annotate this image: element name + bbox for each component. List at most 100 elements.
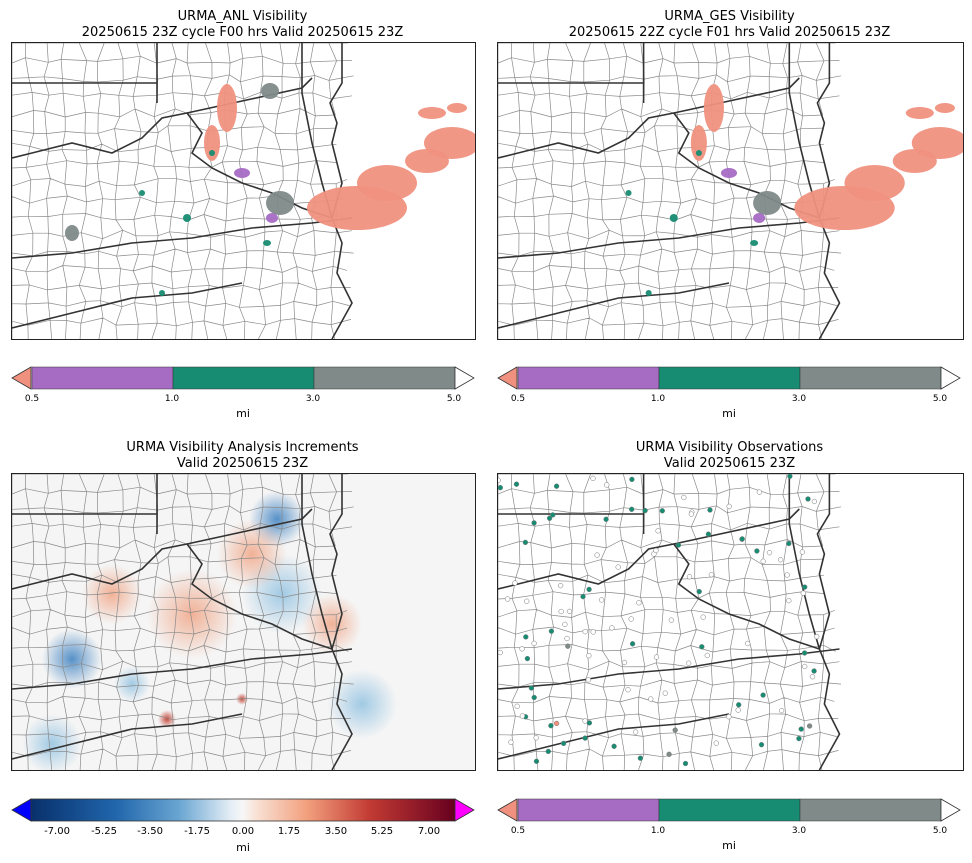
station-marker: [787, 474, 793, 479]
station-marker: [585, 677, 592, 683]
station-marker: [642, 507, 648, 514]
station-marker: [548, 628, 555, 634]
vis-patch-1: [844, 165, 905, 201]
state-boundary-0: [12, 112, 333, 219]
station-marker: [553, 483, 560, 489]
station-marker: [562, 621, 568, 628]
station-marker: [784, 572, 790, 578]
station-marker: [531, 640, 537, 647]
colorbar-segment-0: [517, 366, 660, 390]
county-boundaries: [498, 474, 842, 770]
vis-patch-17: [209, 150, 215, 156]
vis-patch-9: [266, 191, 294, 215]
inc-map-svg: [12, 474, 397, 770]
station-marker: [566, 608, 573, 615]
colorbar-segment-0: [31, 366, 174, 390]
station-marker: [688, 511, 695, 517]
ges-field: [625, 84, 963, 296]
station-marker: [498, 485, 503, 491]
state-boundary-1: [498, 648, 840, 690]
station-marker: [659, 508, 665, 514]
obs-title-line2: Valid 20250615 23Z: [663, 456, 796, 471]
vis-patch-7: [204, 125, 220, 161]
inc-title-line1: URMA Visibility Analysis Increments: [126, 440, 359, 455]
station-marker: [682, 760, 689, 767]
station-marker: [514, 703, 520, 709]
inc-state-lines: [12, 474, 353, 770]
anl-map: [11, 42, 476, 340]
increment-blob-8: [217, 519, 287, 589]
colorbar-segment-1: [658, 798, 801, 822]
vis-patch-1: [357, 165, 417, 201]
colorbar-under-triangle: [497, 798, 518, 822]
vis-patch-4: [418, 107, 446, 119]
anl-tick-0: 0.5: [24, 394, 40, 404]
county-boundaries: [12, 43, 354, 339]
station-marker: [796, 735, 802, 742]
anl-unit: mi: [236, 407, 250, 420]
colorbar-over-triangle: [454, 366, 475, 390]
ges-colorbar-svg: [497, 366, 961, 390]
station-marker: [524, 598, 530, 604]
station-marker: [628, 616, 634, 622]
vis-patch-5: [447, 103, 467, 113]
station-marker: [745, 640, 751, 647]
station-marker: [565, 643, 571, 649]
increment-blob-10: [158, 710, 176, 728]
vis-patch-12: [753, 213, 766, 223]
vis-patch-14: [625, 190, 632, 196]
ges-tick-3: 5.0: [932, 394, 948, 404]
station-marker: [672, 727, 678, 733]
station-marker: [756, 489, 763, 495]
state-boundary-1: [12, 217, 353, 259]
station-marker: [557, 582, 564, 589]
station-marker: [655, 528, 661, 534]
station-marker: [754, 548, 760, 554]
state-boundary-6: [788, 474, 821, 650]
colorbar-under-triangle: [497, 366, 518, 390]
station-marker: [735, 707, 741, 713]
vis-patch-9: [753, 191, 782, 215]
station-marker: [590, 475, 596, 482]
station-marker: [758, 742, 765, 748]
colorbar-segment-2: [799, 798, 942, 822]
vis-patch-7: [690, 125, 707, 161]
station-marker: [550, 512, 556, 518]
vis-patch-10: [65, 225, 79, 241]
vis-patch-16: [159, 290, 165, 296]
station-marker: [621, 659, 628, 666]
station-marker: [560, 740, 567, 747]
ges-tick-1: 1.0: [650, 394, 666, 404]
station-marker: [553, 720, 560, 727]
obs-title-line1: URMA Visibility Observations: [635, 440, 824, 455]
ges-map-svg: [498, 43, 963, 339]
inc-gradient-bar: [30, 798, 456, 822]
station-marker: [533, 735, 539, 741]
station-marker: [707, 507, 713, 513]
obs-tick-2: 3.0: [791, 826, 807, 836]
obs-colorbar: 0.5 1.0 3.0 5.0 mi: [497, 797, 962, 857]
obs-map: [497, 473, 964, 771]
station-marker: [726, 503, 732, 510]
station-marker: [802, 663, 808, 670]
station-marker: [653, 654, 660, 660]
vis-patch-16: [645, 290, 652, 296]
state-boundary-0: [12, 543, 333, 650]
station-marker: [508, 739, 514, 745]
station-marker: [548, 723, 554, 729]
inc-colorbar-svg: [11, 798, 475, 822]
station-marker: [699, 644, 705, 650]
colorbar-over-triangle: [940, 798, 961, 822]
state-boundary-1: [498, 217, 840, 259]
station-marker: [766, 550, 773, 556]
station-marker: [653, 547, 659, 554]
station-marker: [586, 652, 592, 659]
station-marker: [546, 515, 553, 521]
increment-blob-6: [147, 569, 237, 659]
station-marker: [648, 696, 654, 702]
inc-tick-6: 3.50: [324, 826, 348, 837]
station-marker: [586, 720, 593, 726]
inc-colorbar: -7.00 -5.25 -3.50 -1.75 0.00 1.75 3.50 5…: [11, 797, 476, 857]
station-marker: [609, 625, 615, 631]
anl-county-grid: [12, 43, 354, 339]
